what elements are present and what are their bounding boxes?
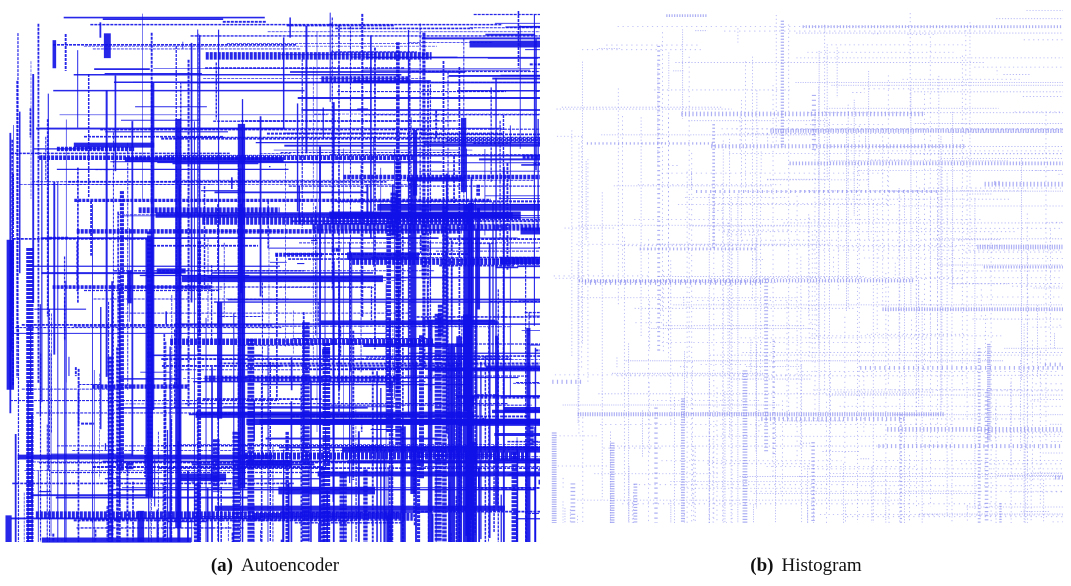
caption-label: (a) bbox=[211, 555, 233, 576]
histogram-matrix bbox=[551, 10, 1063, 523]
caption-text: Histogram bbox=[782, 555, 862, 576]
caption: (a) Autoencoder bbox=[211, 555, 340, 576]
caption-text: Autoencoder bbox=[241, 555, 340, 576]
autoencoder-matrix bbox=[5, 10, 540, 543]
caption: (b) Histogram bbox=[750, 555, 862, 576]
caption-label: (b) bbox=[750, 555, 773, 576]
